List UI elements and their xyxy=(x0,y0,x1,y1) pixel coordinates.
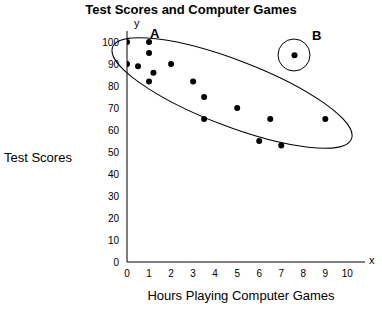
html-text:Hours Playing Computer Games: Hours Playing Computer Games xyxy=(147,288,335,303)
svg-text:2: 2 xyxy=(168,268,174,279)
svg-text:4: 4 xyxy=(212,268,218,279)
html-text:Test Scores: Test Scores xyxy=(4,150,72,165)
svg-text:100: 100 xyxy=(102,37,119,48)
svg-text:1: 1 xyxy=(146,268,152,279)
svg-text:80: 80 xyxy=(108,81,120,92)
svg-text:3: 3 xyxy=(190,268,196,279)
svg-text:0: 0 xyxy=(113,257,119,268)
svg-text:10: 10 xyxy=(342,268,354,279)
html-text:B: B xyxy=(312,28,322,43)
svg-text:20: 20 xyxy=(108,213,120,224)
svg-text:0: 0 xyxy=(124,268,130,279)
svg-text:70: 70 xyxy=(108,103,120,114)
svg-text:9: 9 xyxy=(323,268,329,279)
svg-text:7: 7 xyxy=(278,268,284,279)
svg-text:6: 6 xyxy=(256,268,262,279)
svg-text:50: 50 xyxy=(108,147,120,158)
html-text:x: x xyxy=(369,254,375,266)
svg-text:40: 40 xyxy=(108,169,120,180)
svg-text:5: 5 xyxy=(234,268,240,279)
svg-text:90: 90 xyxy=(108,59,120,70)
svg-text:30: 30 xyxy=(108,191,120,202)
html-text:y: y xyxy=(134,17,140,29)
svg-text:8: 8 xyxy=(301,268,307,279)
svg-text:60: 60 xyxy=(108,125,120,136)
html-text:Test Scores and Computer Games: Test Scores and Computer Games xyxy=(85,2,297,17)
svg-text:10: 10 xyxy=(108,235,120,246)
html-text:A: A xyxy=(150,26,160,41)
